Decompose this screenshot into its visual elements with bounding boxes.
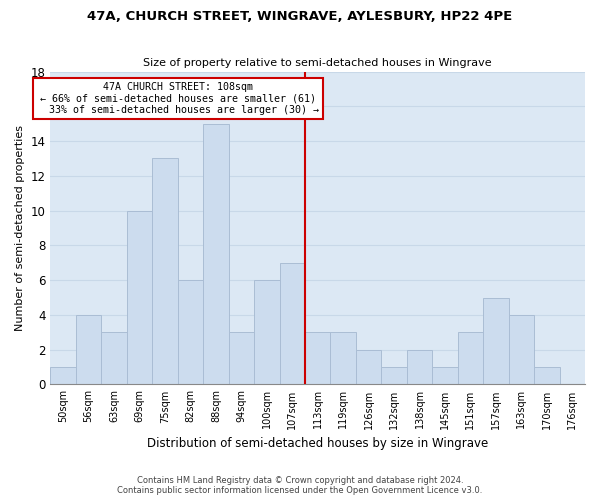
Bar <box>534 367 560 384</box>
Bar <box>203 124 229 384</box>
Bar <box>178 280 203 384</box>
Title: Size of property relative to semi-detached houses in Wingrave: Size of property relative to semi-detach… <box>143 58 492 68</box>
Bar <box>229 332 254 384</box>
Bar <box>305 332 331 384</box>
Text: Contains HM Land Registry data © Crown copyright and database right 2024.
Contai: Contains HM Land Registry data © Crown c… <box>118 476 482 495</box>
Bar <box>101 332 127 384</box>
Bar <box>356 350 382 384</box>
Bar <box>432 367 458 384</box>
Text: 47A, CHURCH STREET, WINGRAVE, AYLESBURY, HP22 4PE: 47A, CHURCH STREET, WINGRAVE, AYLESBURY,… <box>88 10 512 23</box>
Bar <box>483 298 509 384</box>
Bar <box>254 280 280 384</box>
Bar <box>382 367 407 384</box>
Y-axis label: Number of semi-detached properties: Number of semi-detached properties <box>15 125 25 331</box>
Bar <box>76 315 101 384</box>
Bar <box>407 350 432 384</box>
Bar <box>280 263 305 384</box>
X-axis label: Distribution of semi-detached houses by size in Wingrave: Distribution of semi-detached houses by … <box>147 437 488 450</box>
Bar <box>127 210 152 384</box>
Bar <box>331 332 356 384</box>
Bar <box>509 315 534 384</box>
Bar <box>458 332 483 384</box>
Bar <box>152 158 178 384</box>
Bar <box>50 367 76 384</box>
Text: 47A CHURCH STREET: 108sqm
← 66% of semi-detached houses are smaller (61)
  33% o: 47A CHURCH STREET: 108sqm ← 66% of semi-… <box>37 82 319 115</box>
